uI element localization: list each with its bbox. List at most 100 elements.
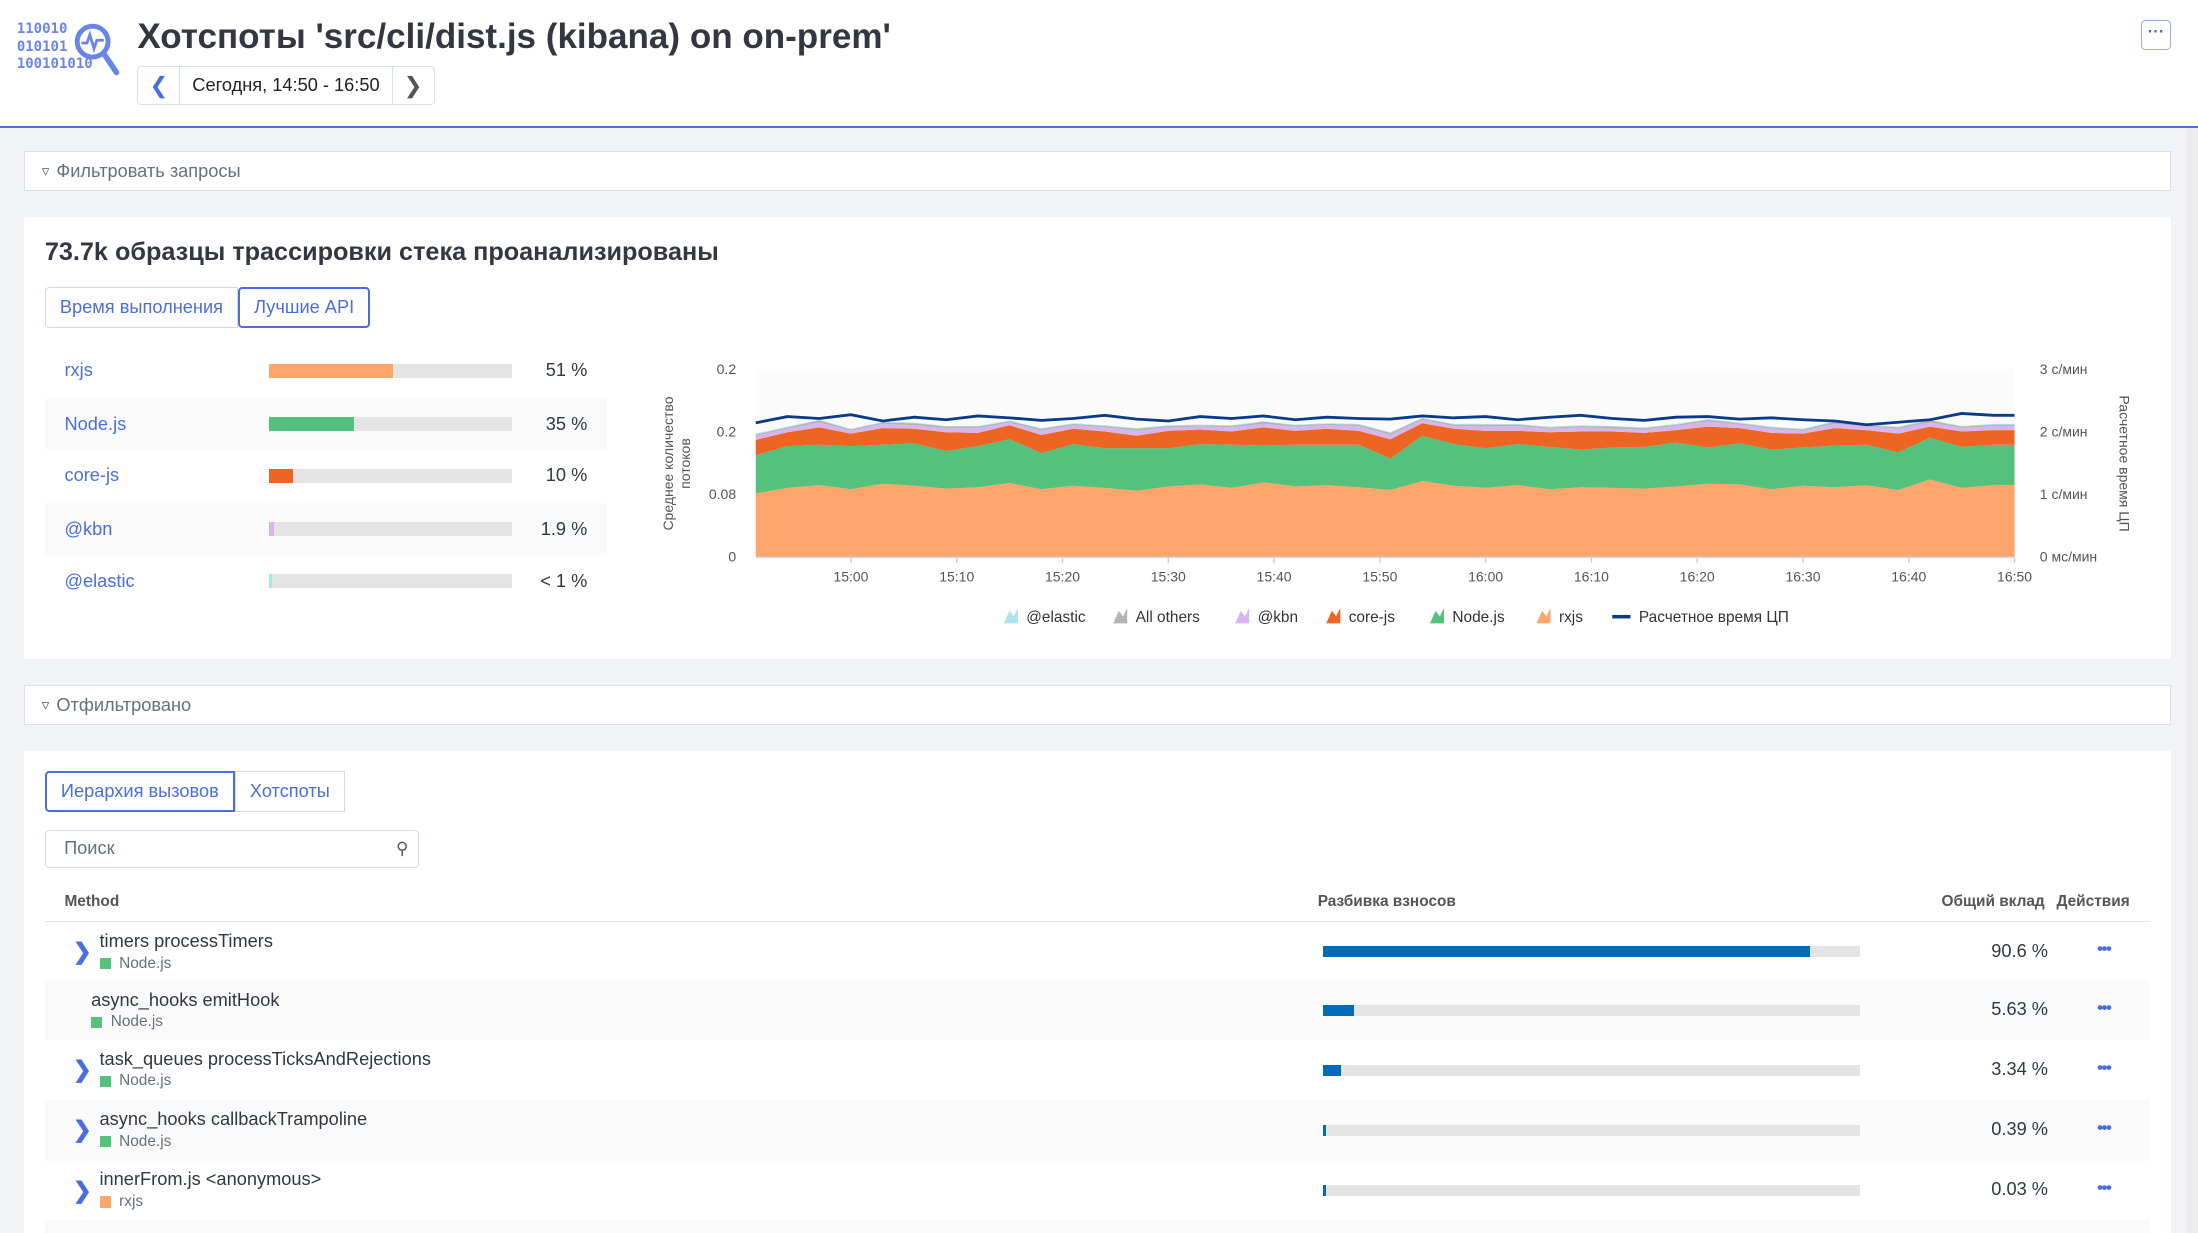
legend-label: @elastic [1026, 609, 1086, 626]
x-tick-label: 15:50 [1362, 569, 1397, 585]
date-range-value[interactable]: Сегодня, 14:50 - 16:50 [192, 75, 380, 95]
method-name[interactable]: task_queues processTicksAndRejections [99, 1048, 431, 1069]
api-row[interactable]: @elastic < 1 % [45, 555, 607, 607]
api-row[interactable]: core-js 10 % [45, 450, 607, 502]
page-header: 110010 010101 100101010 Хотспоты 'src/cli/… [0, 0, 2198, 128]
method-name[interactable]: innerFrom.js <anonymous> [99, 1169, 322, 1190]
row-actions-button[interactable]: ••• [2097, 939, 2112, 959]
search-icon: ⚲ [395, 838, 409, 858]
area-series-allothers [755, 418, 2015, 437]
expand-chevron-icon[interactable]: ❯ [72, 939, 92, 965]
expand-chevron-icon[interactable]: ❯ [72, 1177, 92, 1203]
library-tag: Node.js [99, 1132, 172, 1151]
row-actions-button[interactable]: ••• [2097, 1057, 2112, 1077]
contribution-bar [1323, 1184, 1861, 1196]
table-row[interactable]: ❯ timers processTimers Node.js 90.6 % ••• [45, 922, 2151, 981]
api-name[interactable]: @kbn [64, 518, 113, 539]
table-row[interactable]: async_hooks emitHook Node.js 5.63 % ••• [44, 981, 2151, 1041]
x-tick-label: 15:10 [939, 569, 974, 585]
column-actions: Действия [2056, 892, 2130, 910]
library-color-swatch [99, 1075, 111, 1087]
api-share-bar [269, 574, 512, 589]
column-total[interactable]: Общий вклад [1941, 892, 2045, 910]
expand-chevron-icon[interactable]: ❯ [72, 1056, 92, 1082]
total-contribution: 0.03 % [1991, 1178, 2049, 1199]
x-tick-label: 16:00 [1468, 569, 1503, 585]
api-name[interactable]: rxjs [64, 360, 93, 381]
y2-axis-title: Расчетное время ЦП [2117, 396, 2133, 532]
search-placeholder: Поиск [64, 838, 115, 859]
api-name[interactable]: @elastic [64, 570, 135, 591]
legend-line-icon [1612, 615, 1631, 619]
row-actions-button[interactable]: ••• [2097, 998, 2112, 1018]
api-row[interactable]: rxjs 51 % [45, 345, 607, 397]
area-series-rxjs [755, 479, 2015, 558]
threads-area-chart: 0 0.08 0.2 0.2 0 мс/мин 1 с/мин 2 с/мин 3 с/мин… [660, 361, 2133, 626]
search-input[interactable]: Поиск ⚲ [44, 829, 420, 868]
date-range-picker[interactable]: ❮ Сегодня, 14:50 - 16:50 ❯ [137, 65, 435, 106]
row-actions-button[interactable]: ••• [2097, 1117, 2112, 1137]
tab-hotspots[interactable]: Хотспоты [234, 770, 345, 812]
library-name: rxjs [119, 1192, 144, 1210]
total-contribution: 5.63 % [1991, 999, 2049, 1020]
method-name[interactable]: async_hooks callbackTrampoline [99, 1108, 368, 1129]
library-name: Node.js [119, 1132, 172, 1150]
library-color-swatch [91, 1016, 103, 1029]
calls-view-toggle: Иерархия вызовов Хотспоты [44, 770, 345, 812]
chevron-right-icon: ❯ [403, 72, 423, 98]
column-breakdown[interactable]: Разбивка взносов [1317, 892, 1456, 910]
y2-tick-label: 2 с/мин [2040, 424, 2088, 440]
scrollbar[interactable] [2186, 127, 2198, 1233]
filter-icon: ▿ [41, 696, 50, 714]
legend-label: Расчетное время ЦП [1639, 609, 1789, 626]
x-tick-label: 16:10 [1574, 569, 1609, 585]
contribution-fill [1323, 1005, 1354, 1017]
header-divider [44, 920, 2151, 923]
api-name[interactable]: core-js [64, 465, 120, 486]
tab-top-apis[interactable]: Лучшие API [238, 287, 371, 328]
x-tick-label: 15:30 [1151, 569, 1186, 585]
expand-chevron-icon[interactable]: ❯ [72, 1117, 92, 1143]
method-name[interactable]: async_hooks emitHook [91, 989, 280, 1010]
api-share-fill [269, 468, 294, 483]
api-share-fill [269, 417, 354, 432]
logo-bits: 010101 [16, 38, 68, 55]
more-actions-button[interactable]: ··· [2140, 19, 2172, 51]
legend-label: Node.js [1452, 609, 1505, 626]
page-title: Хотспоты 'src/cli/dist.js (kibana) on on… [137, 16, 891, 56]
api-name[interactable]: Node.js [64, 413, 127, 434]
table-row[interactable]: ❯ task_queues processTicksAndRejections N… [45, 1040, 2151, 1100]
legend-swatch-icon [1113, 608, 1128, 624]
method-name[interactable]: timers processTimers [99, 930, 273, 951]
magnifier-pulse-icon [74, 24, 120, 76]
view-toggle: Время выполнения Лучшие API [44, 287, 371, 328]
filter-queries-input[interactable]: ▿ Фильтровать запросы [23, 151, 2172, 191]
api-share-fill [269, 574, 272, 589]
previous-range-button[interactable]: ❮ [138, 66, 181, 105]
tab-execution-time[interactable]: Время выполнения [44, 287, 239, 328]
api-share-fill [269, 522, 274, 537]
library-tag: Node.js [99, 955, 171, 973]
filtered-bar[interactable]: ▿ Отфильтровано [23, 685, 2172, 725]
row-actions-button[interactable]: ••• [2097, 1177, 2112, 1197]
x-tick-label: 16:50 [1997, 569, 2032, 585]
library-color-swatch [99, 1136, 111, 1148]
library-color-swatch [99, 958, 111, 970]
contribution-bar [1323, 1005, 1861, 1017]
area-series-nodejs [755, 436, 2015, 494]
api-row[interactable]: @kbn 1.9 % [44, 503, 607, 556]
next-range-button[interactable]: ❯ [391, 66, 434, 105]
column-method[interactable]: Method [64, 892, 120, 910]
table-row[interactable]: ❯ innerFrom.js <anonymous> rxjs 0.03 % ••… [45, 1161, 2151, 1220]
total-contribution: 90.6 % [1991, 940, 2049, 961]
api-pct: < 1 % [540, 570, 588, 591]
total-contribution: 3.34 % [1991, 1059, 2049, 1080]
tab-call-tree[interactable]: Иерархия вызовов [44, 770, 235, 812]
logo-bits: 100101010 [16, 56, 93, 73]
library-tag: Node.js [99, 1072, 171, 1090]
samples-title: 73.7k образцы трассировки стека проанали… [44, 238, 719, 267]
api-row[interactable]: Node.js 35 % [44, 398, 607, 450]
table-row[interactable]: ❯ async_hooks callbackTrampoline Node.js … [44, 1100, 2151, 1161]
legend-swatch-icon [1536, 608, 1551, 624]
logo-bits: 110010 [16, 21, 68, 38]
